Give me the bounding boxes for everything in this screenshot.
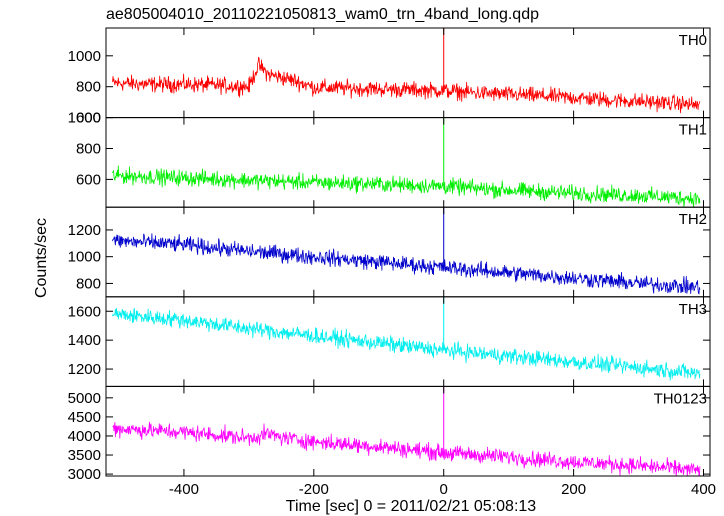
panel-th0: 600 800 1000 TH0 — [68, 27, 711, 127]
y-tick-label: 800 — [76, 275, 101, 292]
y-tick-label: 5000 — [68, 390, 101, 407]
panel-label: TH0 — [679, 32, 707, 49]
y-tick-label: 600 — [76, 171, 101, 188]
x-axis-label: Time [sec] 0 = 2011/02/21 05:08:13 — [286, 498, 536, 515]
y-tick-label: 1000 — [68, 48, 101, 65]
series-line-th1 — [112, 165, 701, 208]
y-tick-label: 3000 — [68, 466, 101, 483]
panel-frame — [105, 27, 711, 119]
x-tick-label: -200 — [299, 481, 329, 498]
y-tick-label: 800 — [76, 140, 101, 157]
panel-frame — [105, 385, 711, 477]
series-line-th0123 — [112, 421, 701, 476]
series-line-th3 — [112, 307, 701, 381]
series-line-th0 — [112, 56, 701, 114]
panel-label: TH2 — [679, 211, 707, 228]
y-tick-label: 1200 — [68, 361, 101, 378]
panel-label: TH0123 — [654, 390, 707, 407]
y-tick-label: 4000 — [68, 428, 101, 445]
panel-label: TH3 — [679, 301, 707, 318]
y-tick-label: 600 — [76, 110, 101, 127]
y-tick-label: 1200 — [68, 222, 101, 239]
x-tick-label: 200 — [561, 481, 586, 498]
y-tick-label: 1400 — [68, 332, 101, 349]
x-axis: -400 -200 0 200 400 — [169, 481, 716, 498]
panel-th1: 600 800 1000 TH1 — [68, 110, 711, 208]
panel-label: TH1 — [679, 122, 707, 139]
chart-title: ae805004010_20110221050813_wam0_trn_4ban… — [106, 6, 539, 23]
y-tick-label: 1600 — [68, 303, 101, 320]
x-tick-label: -400 — [169, 481, 199, 498]
y-tick-label: 1000 — [68, 249, 101, 266]
x-tick-label: 400 — [691, 481, 716, 498]
panel-frame — [105, 296, 711, 387]
y-tick-label: 4500 — [68, 409, 101, 426]
panels-group: 600 800 1000 TH0 600 800 1000 TH1 800 1000 1200 TH2… — [68, 27, 711, 483]
y-tick-label: 1000 — [68, 110, 101, 127]
panel-th3: 1200 1400 1600 TH3 — [68, 296, 711, 387]
series-line-th2 — [112, 233, 701, 295]
x-tick-label: 0 — [440, 481, 448, 498]
y-tick-label: 800 — [76, 79, 101, 96]
y-axis-label: Counts/sec — [33, 218, 50, 298]
y-tick-label: 3500 — [68, 447, 101, 464]
panel-th2: 800 1000 1200 TH2 — [68, 206, 711, 298]
panel-th0123: 3000 3500 4000 4500 5000 TH0123 — [68, 385, 711, 483]
